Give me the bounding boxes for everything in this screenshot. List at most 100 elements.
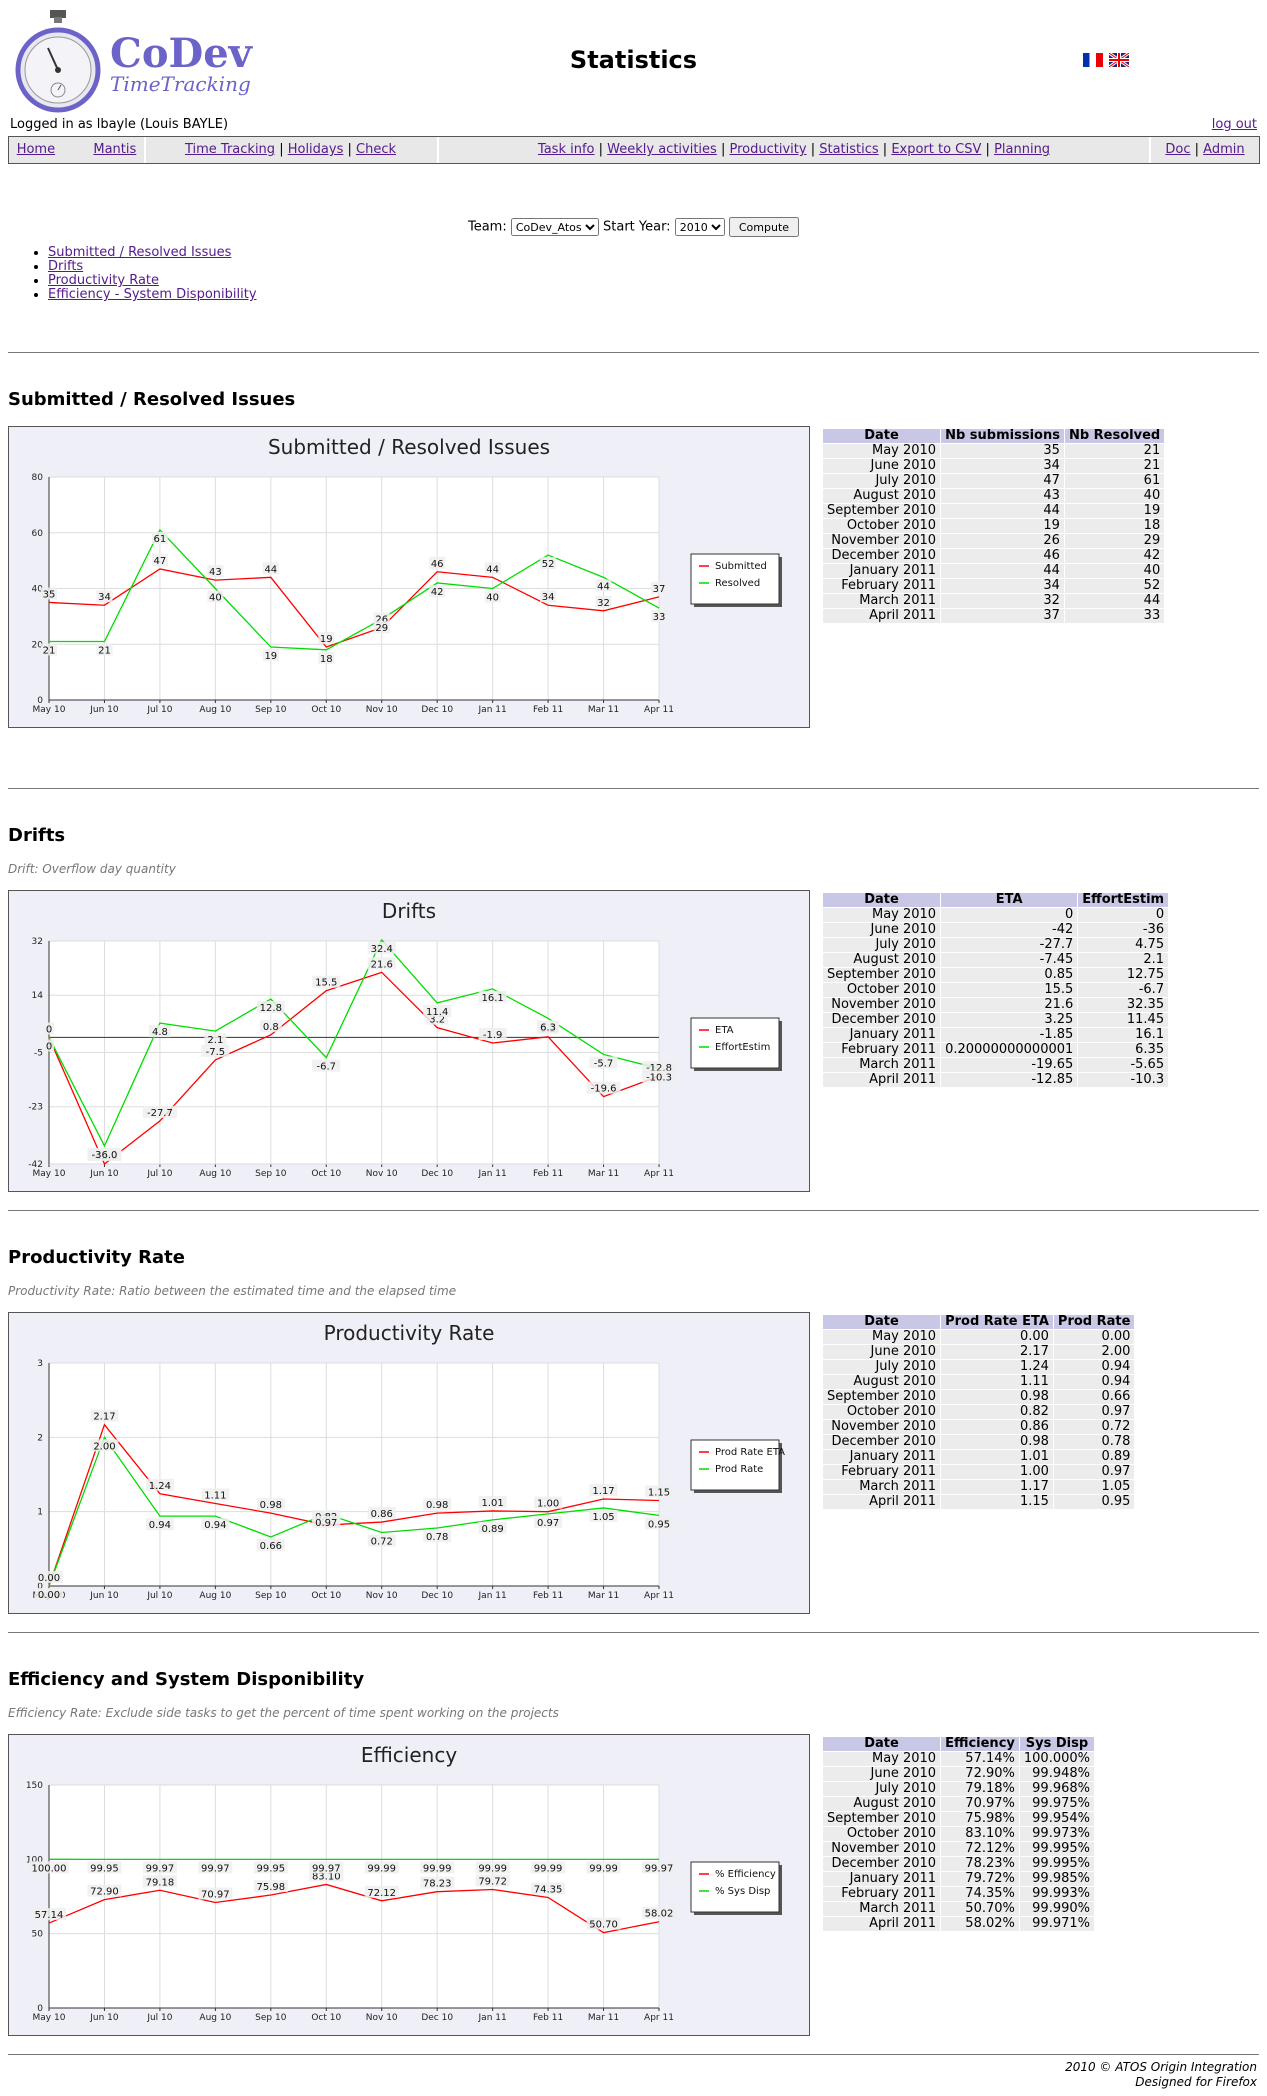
- nav-holidays-link[interactable]: Holidays: [287, 142, 344, 157]
- table-cell: May 2010: [821, 907, 942, 923]
- table-row: September 2010 0.85 12.75: [821, 967, 1170, 983]
- x-tick-label: Aug 10: [199, 2013, 231, 2023]
- table-drifts: Date ETA EffortEstim May 2010 0 0 June 2010 -42…: [821, 892, 1170, 1088]
- table-cell: 1.17: [940, 1479, 1054, 1495]
- legend-label: ETA: [715, 1025, 734, 1036]
- table-cell: 35: [940, 443, 1065, 459]
- table-cell: January 2011: [821, 1449, 942, 1465]
- table-cell: 99.985%: [1018, 1871, 1096, 1887]
- nav-statistics-link[interactable]: Statistics: [819, 142, 879, 157]
- nav-mantis-link[interactable]: Mantis: [93, 142, 137, 157]
- nav-weekly-activities-link[interactable]: Weekly activities: [607, 142, 717, 157]
- column-header: ETA: [940, 892, 1079, 908]
- table-row: February 2011 34 52: [821, 578, 1166, 594]
- nav-planning-link[interactable]: Planning: [994, 142, 1051, 157]
- compute-button[interactable]: Compute: [728, 217, 800, 237]
- nav-doc-link[interactable]: Doc: [1165, 142, 1191, 157]
- data-label-bg: [90, 1439, 119, 1452]
- data-label-bg: [198, 1861, 233, 1874]
- table-row: January 2011 1.01 0.89: [821, 1449, 1136, 1465]
- footer-browser-note: Designed for Firefox: [1135, 2075, 1257, 2089]
- english-flag-icon[interactable]: [1109, 52, 1129, 67]
- data-label-bg: [142, 1875, 177, 1888]
- data-label-bg: [256, 1001, 285, 1014]
- x-tick-label: Jun 10: [89, 1169, 119, 1179]
- table-row: May 2010 0 0: [821, 907, 1170, 923]
- data-label: 0: [46, 1041, 52, 1052]
- x-tick-label: Sep 10: [255, 705, 287, 715]
- table-cell: 1.05: [1052, 1479, 1136, 1495]
- chart-submitted-resolved: Submitted / Resolved Issues May 10 Jun 10 J…: [8, 426, 810, 728]
- table-cell: August 2010: [821, 488, 942, 504]
- y-tick-label: 80: [32, 473, 44, 483]
- table-cell: 2.1: [1077, 952, 1170, 968]
- nav-taskinfo-link[interactable]: Task info: [537, 142, 595, 157]
- table-cell: October 2010: [821, 518, 942, 534]
- team-select[interactable]: CoDev_Atos: [510, 218, 599, 236]
- table-row: July 2010 79.18% 99.968%: [821, 1781, 1096, 1797]
- start-year-select[interactable]: 2010: [674, 218, 725, 236]
- data-label: 83.10: [312, 1871, 341, 1882]
- table-cell: March 2011: [821, 593, 942, 609]
- table-cell: 2.00: [1052, 1344, 1136, 1360]
- data-label: 2.1: [207, 1035, 223, 1046]
- section-title-productivity: Productivity Rate: [8, 1247, 185, 1268]
- toc-link-drifts[interactable]: Drifts: [48, 259, 84, 274]
- data-label: 43: [209, 567, 222, 578]
- table-cell: 33: [1063, 608, 1166, 624]
- table-row: June 2010 2.17 2.00: [821, 1344, 1136, 1360]
- table-cell: 37: [940, 608, 1065, 624]
- data-label: 99.99: [367, 1863, 396, 1874]
- data-label-bg: [484, 590, 501, 603]
- x-tick-label: Jun 10: [89, 2013, 119, 2023]
- nav-home-link[interactable]: Home: [16, 142, 56, 157]
- table-productivity: Date Prod Rate ETA Prod Rate May 2010 0.00 0.…: [821, 1314, 1136, 1510]
- french-flag-icon[interactable]: [1083, 52, 1103, 67]
- table-cell: -6.7: [1077, 982, 1170, 998]
- series-line-1: [49, 528, 660, 651]
- table-cell: 57.14%: [940, 1751, 1020, 1767]
- table-cell: -12.85: [940, 1072, 1079, 1088]
- nav-admin-link[interactable]: Admin: [1203, 142, 1245, 157]
- table-row: July 2010 1.24 0.94: [821, 1359, 1136, 1375]
- table-cell: 99.971%: [1018, 1916, 1096, 1932]
- nav-timetracking-link[interactable]: Time Tracking: [184, 142, 276, 157]
- nav-productivity-link[interactable]: Productivity: [729, 142, 807, 157]
- data-label-bg: [651, 610, 667, 623]
- table-row: July 2010 47 61: [821, 473, 1166, 489]
- data-label-bg: [531, 1861, 566, 1874]
- table-row: December 2010 3.25 11.45: [821, 1012, 1170, 1028]
- series-line-0: [48, 1883, 660, 1934]
- data-label: 16.1: [482, 993, 504, 1004]
- chart-title: Drifts: [382, 899, 436, 923]
- chart-svg: Drifts May 10 Jun 10 Jul 10 Aug 10 Sep 10 Oct …: [28, 899, 782, 1179]
- table-row: September 2010 75.98% 99.954%: [821, 1811, 1096, 1827]
- table-cell: 46: [940, 548, 1065, 564]
- data-label: 19: [264, 651, 277, 662]
- data-label-bg: [420, 1861, 455, 1874]
- table-row: November 2010 72.12% 99.995%: [821, 1841, 1096, 1857]
- data-label-bg: [207, 565, 224, 578]
- team-label: Team:: [467, 219, 507, 235]
- logout-link[interactable]: log out: [1211, 117, 1257, 132]
- data-label-bg: [35, 1588, 63, 1600]
- table-cell: 29: [1063, 533, 1166, 549]
- y-tick-label: -5: [34, 1049, 43, 1059]
- table-cell: 99.968%: [1018, 1781, 1096, 1797]
- data-label-bg: [253, 1880, 288, 1893]
- table-cell: February 2011: [821, 1886, 942, 1902]
- toc-link-efficiency[interactable]: Efficiency - System Disponibility: [48, 287, 257, 302]
- table-cell: 3.25: [940, 1012, 1079, 1028]
- data-label-bg: [201, 1518, 230, 1531]
- nav-check-link[interactable]: Check: [356, 142, 397, 157]
- table-cell: 43: [940, 488, 1065, 504]
- data-label: 44: [597, 581, 610, 592]
- data-label: 40: [209, 593, 222, 604]
- data-label-bg: [423, 1530, 452, 1543]
- nav-export-csv-link[interactable]: Export to CSV: [891, 142, 982, 157]
- toc-link-submitted-resolved[interactable]: Submitted / Resolved Issues: [48, 245, 232, 260]
- nav-group-admin: Doc | Admin: [1165, 142, 1245, 157]
- toc-link-productivity[interactable]: Productivity Rate: [48, 273, 160, 288]
- table-cell: 99.954%: [1018, 1811, 1096, 1827]
- chart-efficiency: Efficiency May 10 Jun 10 Jul 10 Aug 10 Sep 10…: [8, 1734, 810, 2036]
